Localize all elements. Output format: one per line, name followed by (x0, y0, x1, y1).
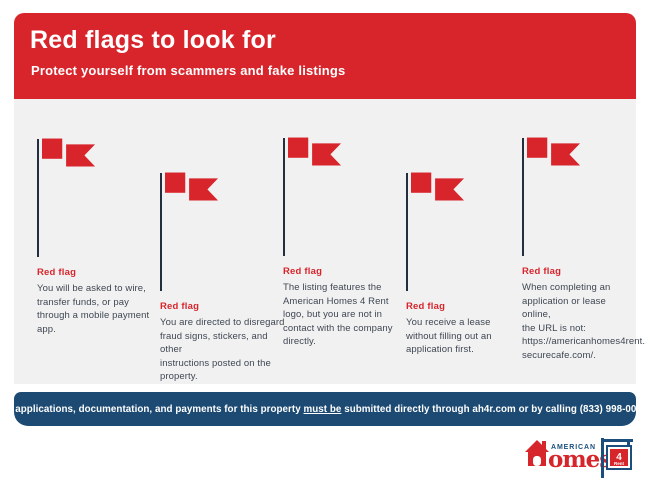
for-rent-sign-icon: 4 Rent (601, 438, 633, 478)
page-subtitle: Protect yourself from scammers and fake … (31, 63, 346, 78)
flag-column-1: Red flag You will be asked to wire, tran… (37, 138, 153, 336)
flag-pole (406, 173, 408, 291)
red-flag-icon (42, 138, 96, 173)
flag-column-2: Red flag You are directed to disregard f… (160, 172, 286, 384)
sign-word: Rent (614, 461, 625, 466)
red-flag-label: Red flag (37, 267, 77, 278)
flag-column-3: Red flag The listing features the Americ… (283, 137, 395, 349)
red-flag-icon (527, 137, 581, 172)
flag-pole (160, 173, 162, 291)
flag-pole (283, 138, 285, 256)
red-flag-description: You will be asked to wire, transfer fund… (37, 283, 150, 335)
notice-text-after: submitted directly through ah4r.com or b… (341, 403, 650, 415)
flag-pole (37, 139, 39, 257)
flag-pole (522, 138, 524, 256)
red-flag-description: The listing features the American Homes … (283, 282, 393, 347)
red-flag-icon (165, 172, 219, 207)
notice-text-underlined: must be (303, 403, 342, 415)
sign-number: 4 (616, 452, 622, 463)
red-flag-description: You receive a lease without filling out … (406, 317, 492, 355)
header-banner: Red flags to look for Protect yourself f… (14, 13, 636, 99)
flag-column-4: Red flag You receive a lease without fil… (406, 172, 510, 357)
red-flag-description: When completing an application or lease … (522, 282, 646, 361)
notice-bar: All applications, documentation, and pay… (0, 392, 650, 426)
page-title: Red flags to look for (30, 26, 276, 54)
red-flag-label: Red flag (283, 266, 323, 277)
flag-column-5: Red flag When completing an application … (522, 137, 646, 362)
notice-text-before: All applications, documentation, and pay… (0, 403, 304, 415)
logo-american-text: AMERICAN (551, 444, 596, 451)
red-flag-icon (288, 137, 342, 172)
flags-panel: Red flag You will be asked to wire, tran… (14, 99, 646, 384)
notice-text: All applications, documentation, and pay… (0, 404, 650, 415)
red-flag-label: Red flag (160, 301, 200, 312)
house-icon (525, 440, 549, 466)
red-flag-description: You are directed to disregard fraud sign… (160, 317, 285, 382)
red-flag-label: Red flag (522, 266, 562, 277)
red-flag-label: Red flag (406, 301, 446, 312)
red-flag-icon (411, 172, 465, 207)
company-logo: AMERICAN omes 4 Rent (525, 438, 635, 480)
